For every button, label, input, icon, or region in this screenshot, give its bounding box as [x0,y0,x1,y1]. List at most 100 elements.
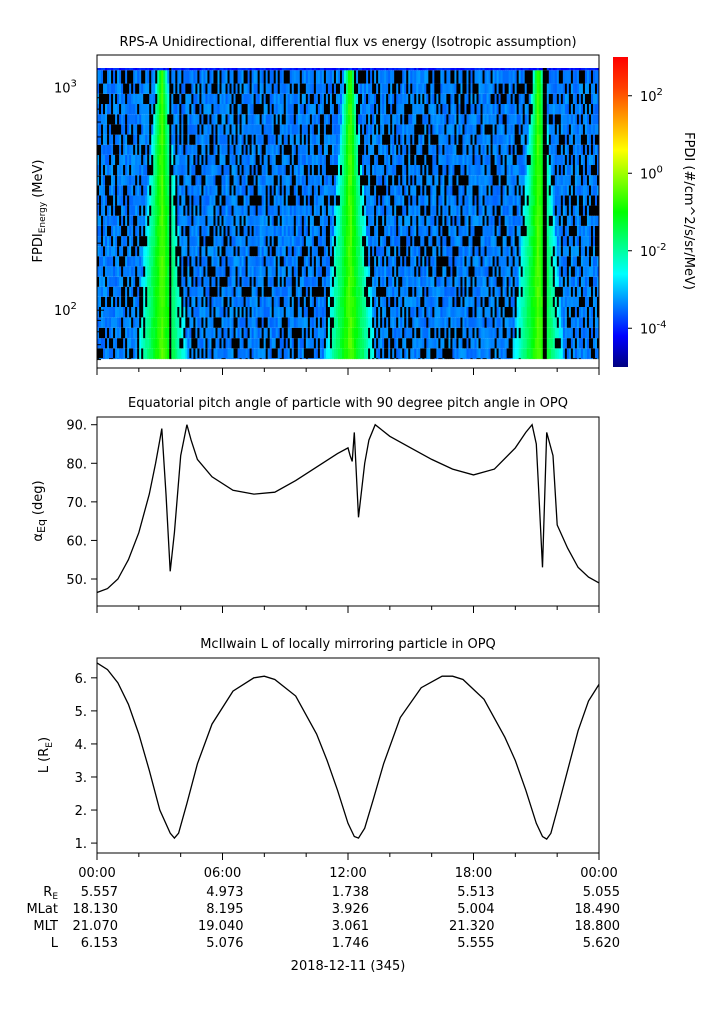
heatmap-cell [468,348,471,359]
heatmap-cell [376,215,379,226]
heatmap-cell [536,266,540,277]
heatmap-cell [189,327,192,339]
heatmap-cell [582,358,586,360]
heatmap-cell [534,286,538,297]
heatmap-cell [251,215,255,226]
heatmap-cell [159,225,162,237]
heatmap-cell [163,317,166,328]
heatmap-cell [536,175,540,186]
heatmap-cell [315,266,319,277]
heatmap-cell [480,307,483,318]
heatmap-cell [426,348,429,359]
heatmap-cell [185,236,188,247]
heatmap-cell [594,348,598,359]
heatmap-cell [562,164,566,176]
heatmap-cell [552,348,556,359]
heatmap-cell [412,175,415,186]
heatmap-cell [119,215,122,226]
heatmap-cell [584,348,588,359]
heatmap-cell [388,236,391,247]
heatmap-cell [416,256,419,267]
heatmap-cell [554,175,558,186]
heatmap-cell [382,317,385,328]
heatmap-cell [291,246,295,257]
heatmap-cell [460,327,463,339]
heatmap-cell [191,185,194,196]
heatmap-cell [444,338,447,349]
heatmap-cell [345,266,349,277]
heatmap-cell [530,175,534,186]
heatmap-cell [113,256,116,267]
heatmap-cell [321,215,325,226]
heatmap-cell [452,225,455,237]
heatmap-cell [279,286,283,297]
heatmap-cell [514,307,518,318]
heatmap-cell [510,276,514,287]
heatmap-cell [562,307,566,318]
heatmap-cell [271,256,275,267]
heatmap-cell [201,338,204,349]
heatmap-cell [259,266,263,277]
heatmap-cell [422,338,425,349]
heatmap-cell [151,338,154,349]
heatmap-cell [530,195,534,206]
heatmap-cell [586,338,590,349]
heatmap-cell [496,236,499,247]
heatmap-cell [570,164,574,176]
heatmap-cell [335,348,339,359]
heatmap-cell [157,236,160,247]
heatmap-cell [574,348,578,359]
heatmap-cell [466,307,469,318]
heatmap-cell [432,327,435,339]
heatmap-cell [321,358,325,360]
heatmap-cell [468,327,471,339]
heatmap-cell [343,246,347,257]
heatmap-cell [159,327,162,339]
heatmap-cell [388,327,391,339]
heatmap-cell [309,195,313,206]
heatmap-cell [356,348,359,359]
heatmap-cell [588,246,592,257]
heatmap-cell [526,286,530,297]
heatmap-cell [127,256,130,267]
heatmap-cell [299,175,303,186]
heatmap-cell [458,185,461,196]
heatmap-cell [253,286,257,297]
heatmap-cell [496,358,499,360]
heatmap-cell [199,236,202,247]
heatmap-cell [462,348,465,359]
heatmap-cell [291,348,295,359]
heatmap-cell [241,205,244,216]
heatmap-cell [380,266,383,277]
heatmap-cell [103,175,106,186]
heatmap-cell [337,256,341,267]
heatmap-cell [301,286,305,297]
heatmap-cell [492,286,495,297]
heatmap-cell [544,307,548,318]
heatmap-cell [540,266,544,277]
heatmap-cell [109,317,112,328]
heatmap-cell [362,296,365,308]
heatmap-cell [161,338,164,349]
heatmap-cell [121,307,124,318]
heatmap-cell [241,296,244,308]
heatmap-cell [339,236,343,247]
heatmap-cell [472,276,475,287]
heatmap-cell [235,185,238,196]
heatmap-cell [406,195,409,206]
heatmap-cell [462,256,465,267]
heatmap-cell [406,338,409,349]
heatmap-cell [400,236,403,247]
heatmap-cell [201,307,204,318]
heatmap-cell [255,215,259,226]
heatmap-cell [223,286,226,297]
heatmap-cell [492,307,495,318]
heatmap-cell [436,205,439,216]
heatmap-cell [343,164,347,176]
heatmap-cell [101,185,104,196]
heatmap-cell [295,327,299,339]
heatmap-cell [163,236,166,247]
heatmap-cell [197,338,200,349]
heatmap-cell [400,348,403,359]
heatmap-cell [462,246,465,257]
